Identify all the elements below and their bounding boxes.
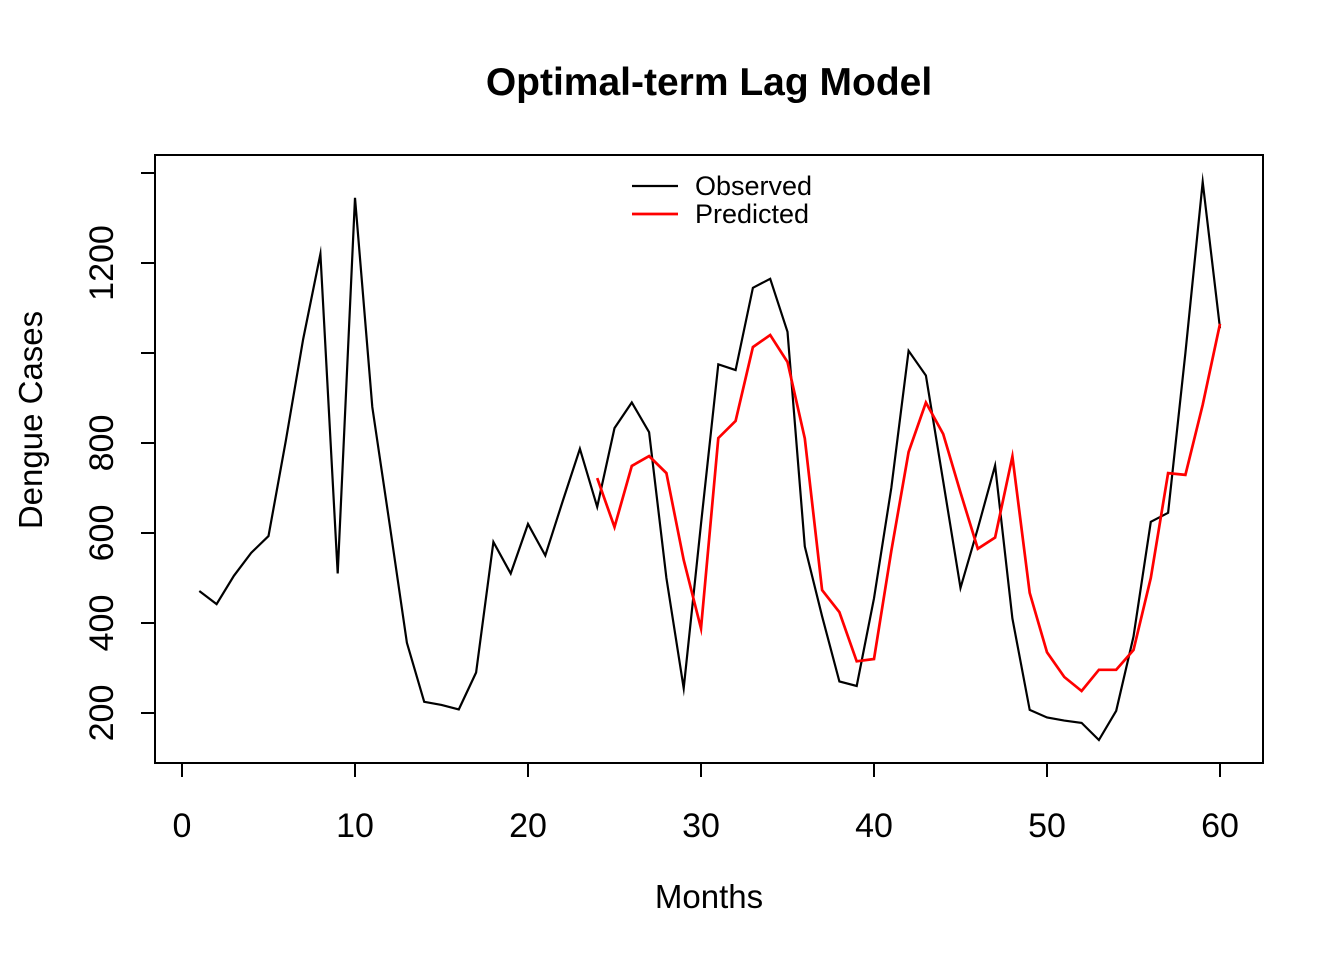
y-axis-tick-label: 200: [83, 685, 121, 742]
legend-observed-label: Observed: [695, 171, 812, 201]
predicted-series-line: [595, 323, 1222, 693]
y-axis-label: Dengue Cases: [12, 311, 49, 529]
y-axis-tick-label: 800: [83, 415, 121, 472]
x-axis-tick-label: 0: [173, 807, 192, 845]
legend-predicted-label: Predicted: [695, 199, 809, 229]
y-axis-tick-label: 600: [83, 505, 121, 562]
x-axis-tick-label: 60: [1201, 807, 1239, 845]
plot-box: [154, 154, 1264, 764]
x-axis-tick-label: 20: [509, 807, 547, 845]
plot-area: 0 10 20 30 40 50 60 200 400 600 800 1200: [83, 154, 1264, 845]
x-axis-tick-label: 50: [1028, 807, 1066, 845]
x-axis-label: Months: [655, 878, 763, 915]
x-axis-tick-label: 10: [336, 807, 374, 845]
y-axis-tick-label: 400: [83, 595, 121, 652]
chart-title: Optimal-term Lag Model: [486, 61, 932, 104]
x-axis-tick-label: 40: [855, 807, 893, 845]
legend: Observed Predicted: [632, 171, 812, 229]
x-axis-tick-label: 30: [682, 807, 720, 845]
observed-series-line: [198, 171, 1222, 742]
y-axis-tick-label: 1200: [83, 225, 121, 301]
